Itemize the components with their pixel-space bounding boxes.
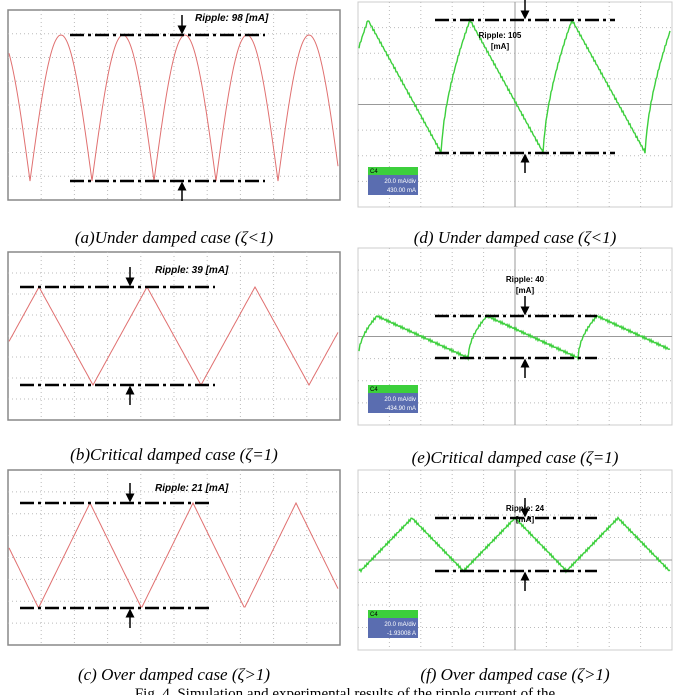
scope-scale: 20.0 mA/div <box>384 622 416 628</box>
panel: Ripple: 21 [mA] (c) Over damped case (ζ>1… <box>8 470 340 684</box>
figure-caption: Fig. 4. Simulation and experimental resu… <box>135 686 556 695</box>
scope-scale: 20.0 mA/div <box>384 397 416 403</box>
scope-scale: 20.0 mA/div <box>384 179 416 185</box>
panel-caption: (c) Over damped case (ζ>1) <box>78 665 270 684</box>
ripple-label: Ripple: 40 <box>506 275 545 284</box>
scope-offset: -1.93008 A <box>387 631 416 637</box>
ripple-label: Ripple: 39 [mA] <box>155 265 229 276</box>
ripple-label: Ripple: 98 [mA] <box>195 13 269 24</box>
ripple-label: Ripple: 21 [mA] <box>155 483 229 494</box>
panel-caption: (b)Critical damped case (ζ=1) <box>70 445 278 464</box>
scope-channel: C4 <box>370 169 378 175</box>
panel: Ripple: 39 [mA] (b)Critical damped case (… <box>8 252 340 464</box>
ripple-unit: [mA] <box>516 515 535 524</box>
panel: Ripple: 24 [mA] C4 20.0 mA/div -1.93008 A (f)… <box>358 470 672 684</box>
panel-caption: (d) Under damped case (ζ<1) <box>414 228 617 247</box>
scope-channel: C4 <box>370 612 378 618</box>
figure: Fig. 4. Simulation and experimental resu… <box>0 0 686 695</box>
panel: Ripple: 40 [mA] C4 20.0 mA/div -434.90 mA (e)… <box>358 248 672 467</box>
panel-caption: (f) Over damped case (ζ>1) <box>420 665 610 684</box>
panel: Ripple: 105 [mA] C4 20.0 mA/div 430.00 mA (d)… <box>358 0 672 247</box>
scope-channel: C4 <box>370 387 378 393</box>
scope-offset: -434.90 mA <box>385 406 416 412</box>
scope-offset: 430.00 mA <box>387 188 416 194</box>
ripple-unit: [mA] <box>516 286 535 295</box>
ripple-label: Ripple: 105 <box>479 31 522 40</box>
ripple-unit: [mA] <box>491 42 510 51</box>
ripple-label: Ripple: 24 <box>506 504 545 513</box>
panel: Ripple: 98 [mA] (a)Under damped case (ζ<1… <box>8 10 340 247</box>
panel-caption: (a)Under damped case (ζ<1) <box>75 228 274 247</box>
panel-caption: (e)Critical damped case (ζ=1) <box>412 448 619 467</box>
